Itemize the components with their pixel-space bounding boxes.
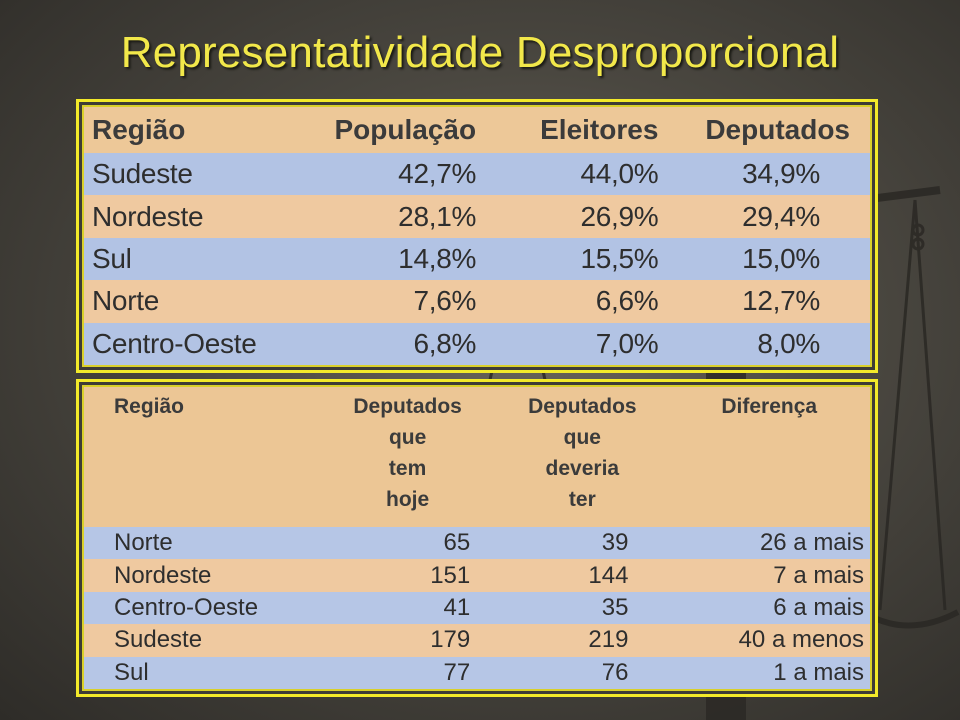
cell-regiao: Sudeste [92,158,193,190]
table-row: Sul 77 76 1 a mais [84,656,870,689]
table-row: Sul 14,8% 15,5% 15,0% [84,237,870,281]
cell-tem: 41 [443,593,471,621]
table-header-row: Região População Eleitores Deputados [84,107,870,153]
table-row: Norte 7,6% 6,6% 12,7% [84,280,870,323]
cell-deveria: 144 [588,561,629,589]
deputies-table: Região Deputados que tem hoje Deputados … [84,387,870,689]
cell-eleitores: 44,0% [580,158,659,190]
cell-deputados: 12,7% [742,285,820,317]
cell-eleitores: 7,0% [595,327,659,359]
cell-regiao: Sul [92,242,132,274]
cell-tem: 179 [430,626,471,654]
header-line: que [563,426,601,449]
header-deputados-tem: Deputados que tem hoje [319,387,496,527]
table-row: Nordeste 28,1% 26,9% 29,4% [84,195,870,238]
table-frame-deputies: Região Deputados que tem hoje Deputados … [76,379,878,697]
cell-deveria: 76 [601,658,629,686]
cell-deputados: 34,9% [742,158,820,190]
cell-populacao: 7,6% [413,285,477,317]
cell-diferenca: 6 a mais [773,593,864,621]
cell-tem: 77 [443,658,471,686]
table-row: Centro-Oeste 6,8% 7,0% 8,0% [84,322,870,365]
cell-eleitores: 6,6% [595,285,659,317]
cell-eleitores: 26,9% [580,200,659,232]
header-line: hoje [386,488,430,511]
table-row: Nordeste 151 144 7 a mais [84,559,870,592]
header-line: Deputados [353,395,462,418]
header-eleitores: Eleitores [540,114,659,145]
cell-regiao: Nordeste [114,561,212,589]
header-populacao: População [334,114,477,145]
header-line: ter [568,488,596,511]
cell-regiao: Centro-Oeste [92,327,257,359]
header-regiao: Região [92,114,186,145]
header-line: deveria [545,457,620,480]
cell-populacao: 14,8% [398,242,477,274]
header-regiao: Região [114,395,185,418]
cell-regiao: Nordeste [92,200,204,232]
table-frame-representation: Região População Eleitores Deputados Sud… [76,99,878,373]
cell-regiao: Sul [114,658,149,686]
cell-regiao: Norte [114,529,173,557]
cell-deveria: 35 [601,593,629,621]
header-line: que [388,426,427,449]
page-title: Representatividade Desproporcional [120,28,840,77]
table-row: Centro-Oeste 41 35 6 a mais [84,591,870,625]
representation-table: Região População Eleitores Deputados Sud… [84,107,870,365]
table-header-row: Região Deputados que tem hoje Deputados … [84,387,870,527]
cell-diferenca: 1 a mais [773,658,864,686]
cell-diferenca: 40 a menos [738,626,864,654]
table-row: Sudeste 179 219 40 a menos [84,624,870,657]
cell-populacao: 42,7% [398,158,477,190]
header-deputados-deveria: Deputados que deveria ter [496,387,668,527]
cell-diferenca: 7 a mais [773,561,864,589]
cell-deputados: 15,0% [742,242,820,274]
cell-deveria: 219 [588,626,629,654]
header-line: tem [388,457,427,480]
cell-diferenca: 26 a mais [759,529,864,557]
cell-deputados: 8,0% [757,327,820,359]
table-row: Sudeste 42,7% 44,0% 34,9% [84,153,870,196]
cell-regiao: Centro-Oeste [114,593,259,621]
header-deputados: Deputados [705,114,850,145]
cell-populacao: 6,8% [413,327,477,359]
cell-regiao: Norte [92,285,159,317]
cell-deveria: 39 [601,529,629,557]
cell-tem: 65 [443,529,471,557]
cell-deputados: 29,4% [742,200,820,232]
cell-regiao: Sudeste [114,626,203,654]
cell-populacao: 28,1% [398,200,477,232]
header-diferenca: Diferença [721,395,818,418]
table-row: Norte 65 39 26 a mais [84,527,870,560]
cell-tem: 151 [430,561,471,589]
header-line: Deputados [528,395,637,418]
cell-eleitores: 15,5% [580,242,659,274]
